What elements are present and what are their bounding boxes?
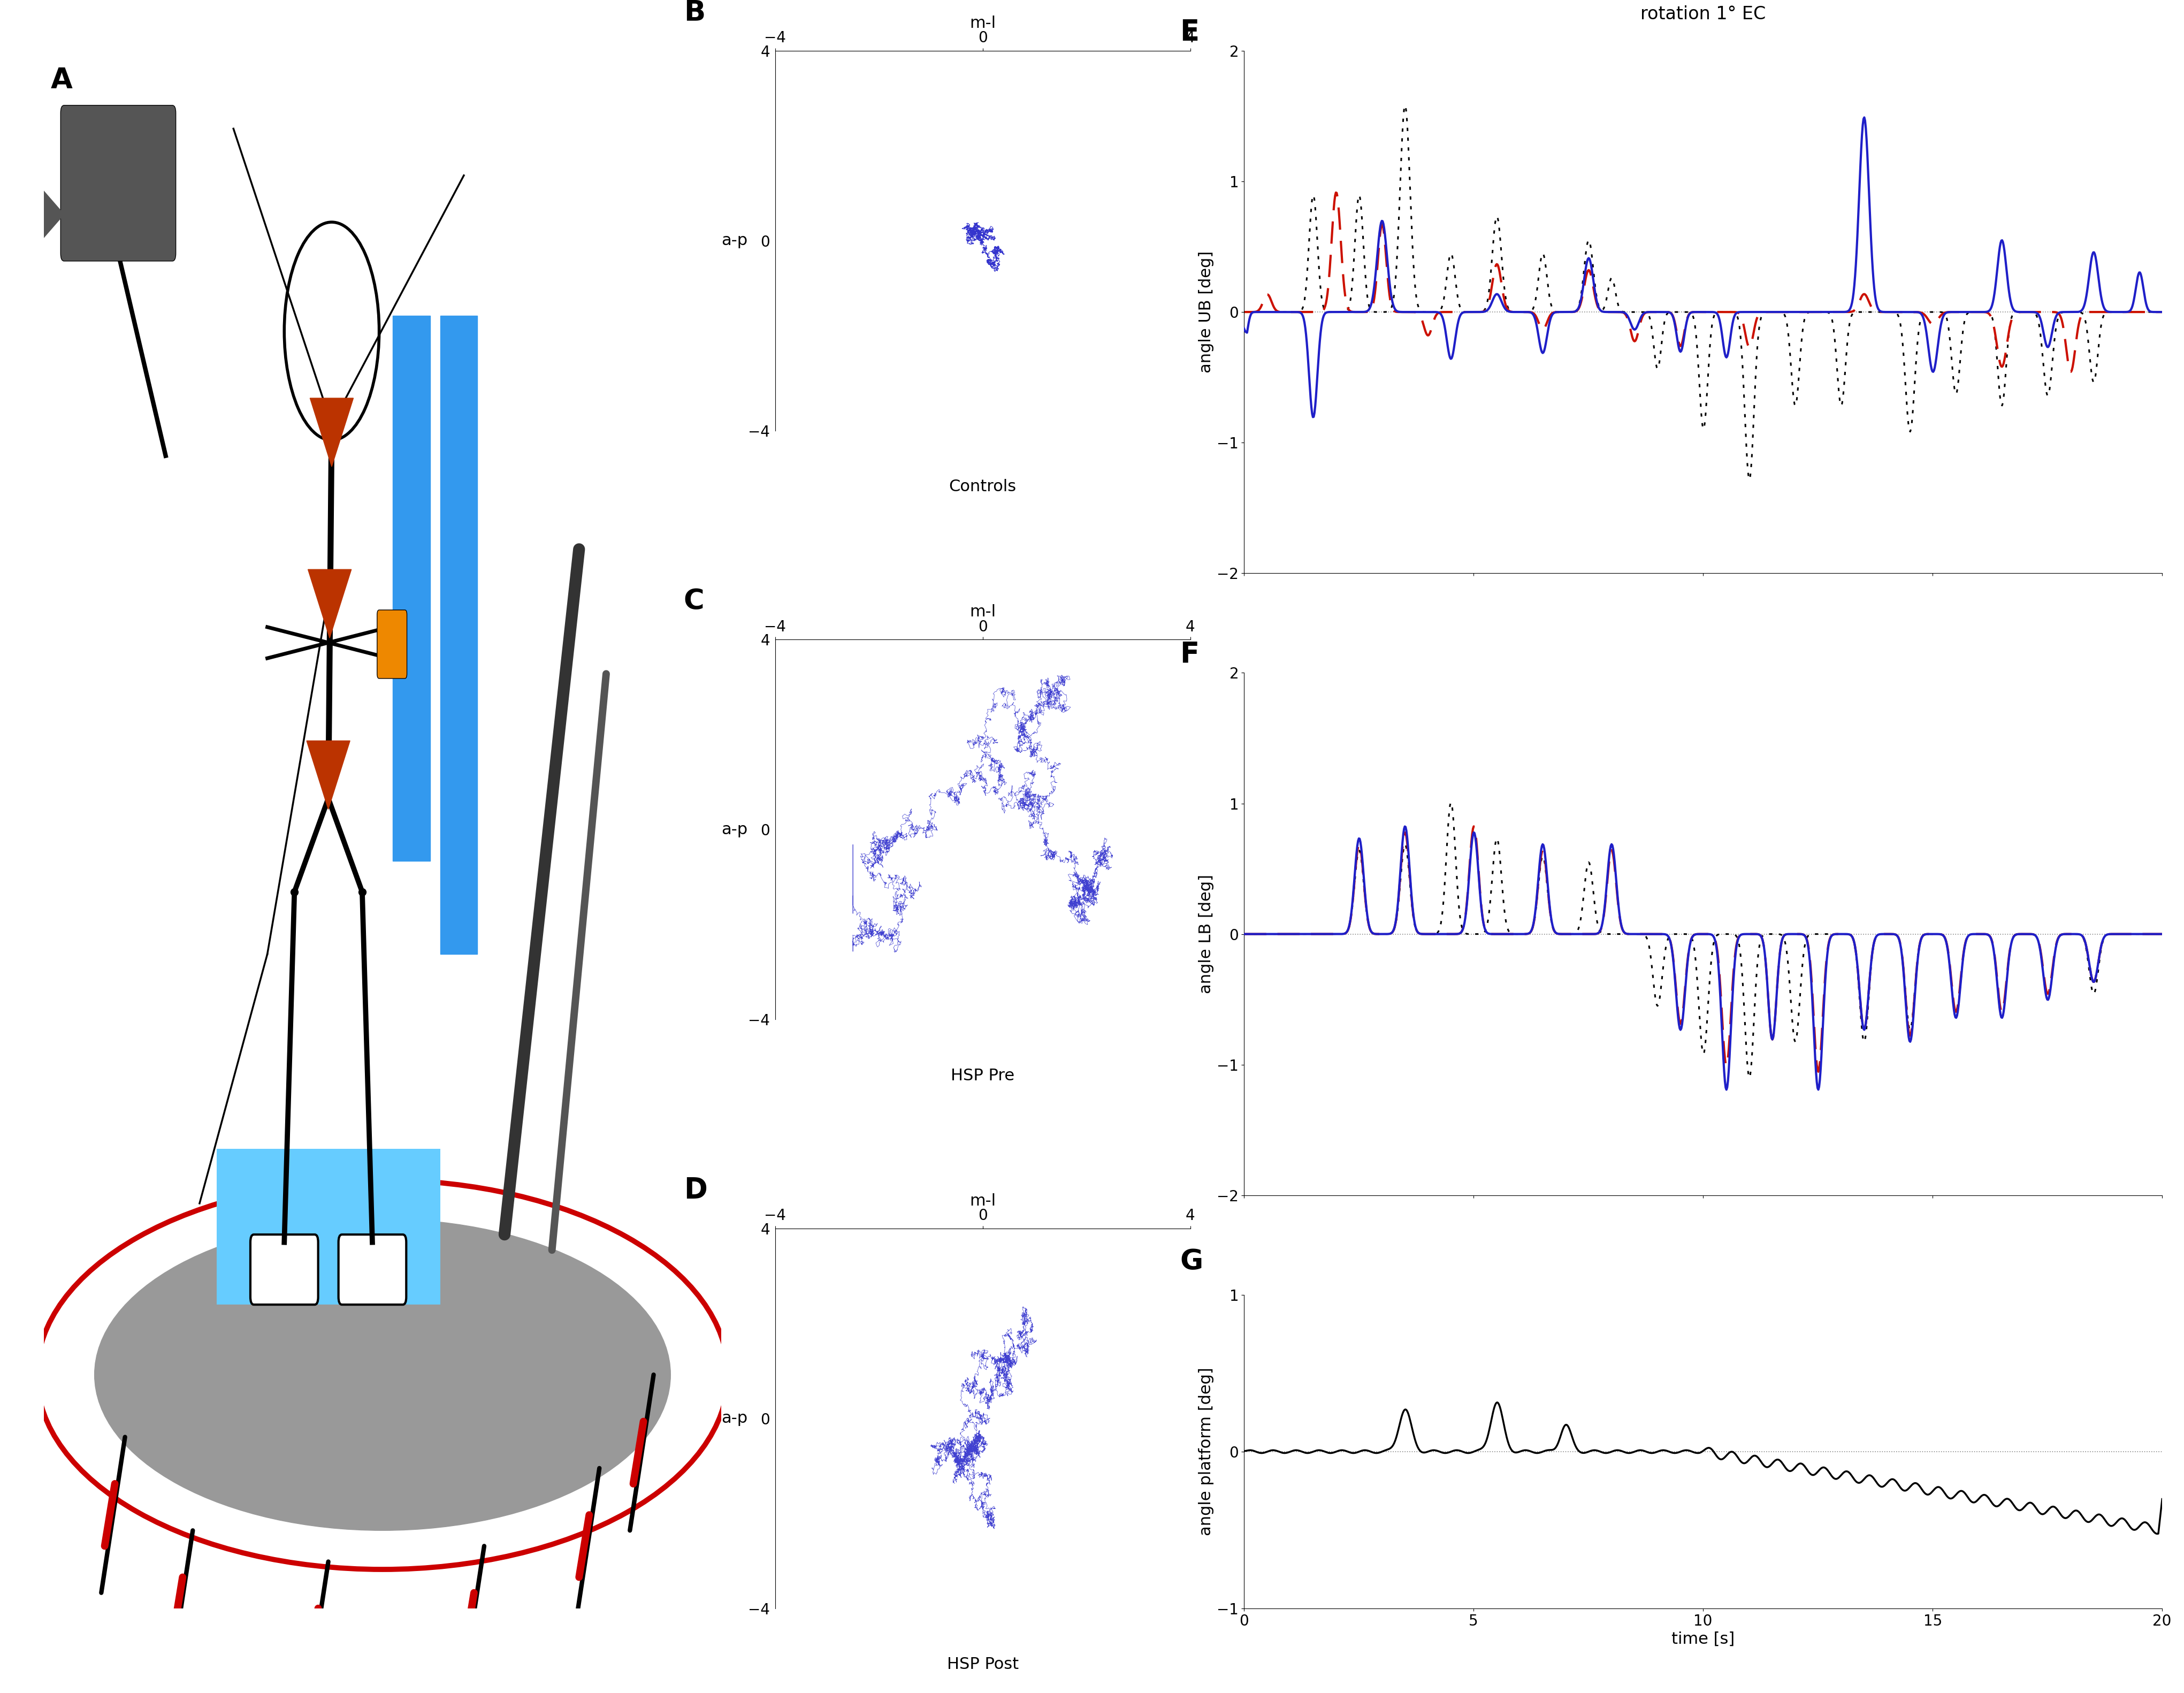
- Polygon shape: [308, 569, 352, 638]
- Text: F: F: [1179, 640, 1199, 669]
- Polygon shape: [310, 398, 354, 467]
- Text: HSP Pre: HSP Pre: [950, 1068, 1016, 1084]
- Bar: [393, 315, 430, 860]
- X-axis label: m-l: m-l: [970, 604, 996, 620]
- Y-axis label: angle LB [deg]: angle LB [deg]: [1199, 874, 1214, 994]
- Ellipse shape: [94, 1219, 670, 1530]
- Bar: [441, 315, 478, 955]
- Text: HSP Post: HSP Post: [948, 1657, 1018, 1673]
- X-axis label: m-l: m-l: [970, 15, 996, 30]
- Text: G: G: [1179, 1248, 1203, 1277]
- Y-axis label: a-p: a-p: [721, 821, 747, 838]
- Text: E: E: [1179, 19, 1199, 46]
- FancyBboxPatch shape: [216, 1150, 441, 1305]
- Y-axis label: a-p: a-p: [721, 1410, 747, 1426]
- X-axis label: m-l: m-l: [970, 1194, 996, 1209]
- Polygon shape: [24, 168, 63, 261]
- X-axis label: time [s]: time [s]: [1671, 1632, 1734, 1647]
- Text: B: B: [684, 0, 705, 27]
- Text: C: C: [684, 587, 705, 615]
- Text: D: D: [684, 1177, 708, 1204]
- Y-axis label: angle UB [deg]: angle UB [deg]: [1199, 251, 1214, 372]
- FancyBboxPatch shape: [61, 105, 177, 261]
- Text: rotation 1° EC: rotation 1° EC: [1640, 5, 1765, 24]
- Y-axis label: angle platform [deg]: angle platform [deg]: [1199, 1368, 1214, 1536]
- FancyBboxPatch shape: [339, 1234, 406, 1305]
- FancyBboxPatch shape: [378, 609, 406, 679]
- Text: Controls: Controls: [948, 479, 1016, 494]
- FancyBboxPatch shape: [251, 1234, 319, 1305]
- Circle shape: [284, 222, 380, 440]
- Y-axis label: a-p: a-p: [721, 234, 747, 249]
- Text: A: A: [50, 66, 72, 95]
- Polygon shape: [306, 742, 349, 809]
